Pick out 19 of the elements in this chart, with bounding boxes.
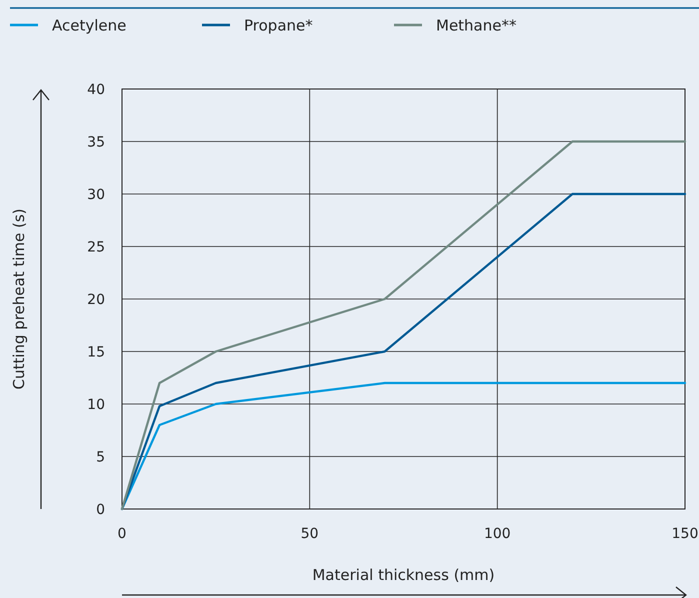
x-axis-title: Material thickness (mm) xyxy=(312,566,495,584)
y-tick-label: 35 xyxy=(87,134,105,150)
legend-label: Acetylene xyxy=(52,16,126,34)
x-tick-label: 0 xyxy=(118,526,126,542)
x-tick-label: 100 xyxy=(484,526,511,542)
y-tick-label: 0 xyxy=(96,502,105,518)
y-tick-label: 30 xyxy=(87,186,105,203)
y-axis-title: Cutting preheat time (s) xyxy=(10,208,28,390)
legend-label: Methane** xyxy=(436,16,517,34)
y-tick-label: 15 xyxy=(87,344,105,360)
line-series xyxy=(120,382,686,510)
x-tick-label: 50 xyxy=(300,526,319,542)
legend-label: Propane* xyxy=(244,16,314,34)
x-tick-label: 150 xyxy=(672,526,698,542)
y-tick-label: 5 xyxy=(96,449,105,466)
y-tick-label: 20 xyxy=(87,292,105,308)
y-tick-label: 25 xyxy=(87,239,105,256)
y-tick-label: 10 xyxy=(87,396,105,413)
y-tick-label: 40 xyxy=(87,82,105,98)
